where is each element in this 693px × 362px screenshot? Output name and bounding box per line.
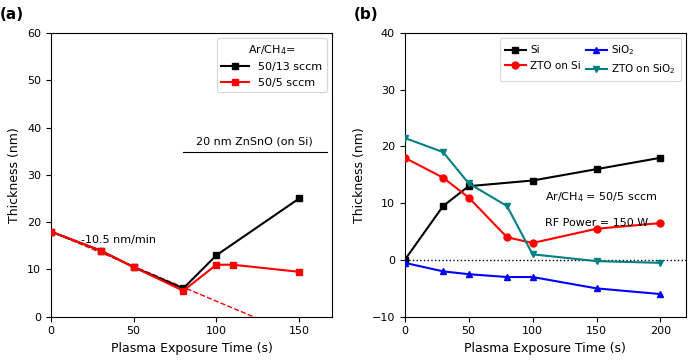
Legend: 50/13 sccm, 50/5 sccm: 50/13 sccm, 50/5 sccm [217,38,326,92]
X-axis label: Plasma Exposure Time (s): Plasma Exposure Time (s) [111,342,272,355]
Text: 20 nm ZnSnO (on Si): 20 nm ZnSnO (on Si) [197,136,313,147]
Y-axis label: Thickness (nm): Thickness (nm) [353,127,366,223]
Text: Ar/CH$_4$ = 50/5 sccm: Ar/CH$_4$ = 50/5 sccm [545,191,658,205]
Legend: Si, ZTO on Si, SiO$_2$, ZTO on SiO$_2$: Si, ZTO on Si, SiO$_2$, ZTO on SiO$_2$ [500,38,681,81]
Text: (a): (a) [0,7,24,22]
X-axis label: Plasma Exposure Time (s): Plasma Exposure Time (s) [464,342,626,355]
Text: (b): (b) [354,7,378,22]
Text: -10.5 nm/min: -10.5 nm/min [80,235,156,245]
Y-axis label: Thickness (nm): Thickness (nm) [8,127,21,223]
Text: RF Power = 150 W: RF Power = 150 W [545,218,649,228]
